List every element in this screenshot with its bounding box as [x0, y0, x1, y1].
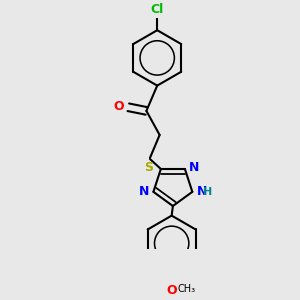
Text: H: H [203, 187, 212, 197]
Text: N: N [139, 185, 149, 198]
Text: Cl: Cl [151, 3, 164, 16]
Text: N: N [197, 185, 207, 198]
Text: O: O [113, 100, 124, 113]
Text: O: O [167, 284, 177, 297]
Text: N: N [189, 160, 200, 173]
Text: S: S [144, 161, 153, 174]
Text: CH₃: CH₃ [178, 284, 196, 294]
